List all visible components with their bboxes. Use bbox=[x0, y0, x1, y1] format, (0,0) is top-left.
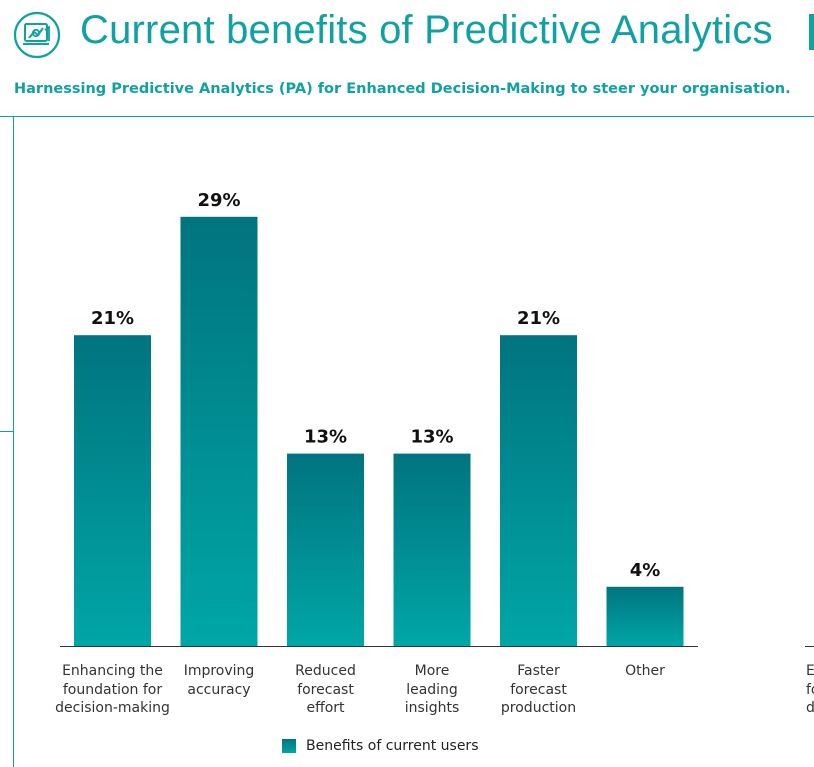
clipped-next-chart-label: E fo de bbox=[798, 662, 814, 718]
bar-value-label: 29% bbox=[197, 190, 240, 211]
chart-legend: Benefits of current users bbox=[282, 738, 478, 754]
page-title: Current benefits of Predictive Analytics bbox=[80, 8, 773, 52]
category-label-line: production bbox=[500, 700, 577, 716]
bar-value-label: 4% bbox=[630, 560, 661, 581]
category-label-line: foundation for bbox=[62, 681, 163, 698]
bar-6 bbox=[606, 586, 684, 646]
category-label: Improving accuracy bbox=[159, 662, 279, 699]
bar-value-label: 13% bbox=[410, 427, 453, 448]
bar-2 bbox=[180, 216, 258, 647]
category-label-line: Reduced bbox=[295, 663, 356, 679]
category-label: Reduced forecast effort bbox=[266, 662, 386, 718]
clipped-label-line: E bbox=[806, 663, 814, 679]
category-label: More leading insights bbox=[372, 662, 492, 718]
category-label: Faster forecast production bbox=[479, 662, 599, 718]
category-label-line: Enhancing the bbox=[62, 663, 163, 679]
bar-3 bbox=[287, 453, 364, 646]
legend-swatch bbox=[282, 739, 296, 753]
clipped-label-line: fo bbox=[806, 681, 814, 698]
left-border-line bbox=[13, 117, 14, 767]
category-label-line: Faster bbox=[517, 663, 560, 679]
category-label-line: Other bbox=[625, 663, 665, 679]
page-subtitle: Harnessing Predictive Analytics (PA) for… bbox=[14, 81, 791, 97]
category-label-line: effort bbox=[306, 700, 345, 716]
category-label-line: forecast bbox=[510, 681, 567, 698]
analytics-report-icon bbox=[12, 10, 62, 60]
category-label: Other bbox=[585, 662, 705, 681]
bar-4 bbox=[393, 453, 471, 646]
category-label: Enhancing the foundation for decision-maki… bbox=[53, 662, 173, 718]
bar-value-label: 21% bbox=[517, 308, 560, 329]
category-label-line: More bbox=[414, 663, 450, 679]
bar-1 bbox=[74, 335, 151, 646]
category-label-line: forecast bbox=[297, 681, 354, 698]
bar-value-label: 21% bbox=[91, 308, 134, 329]
left-border-tick bbox=[0, 431, 14, 432]
category-label-line: Improving bbox=[183, 663, 255, 679]
bar-5 bbox=[500, 335, 577, 646]
legend-label: Benefits of current users bbox=[306, 738, 479, 754]
bar-value-label: 13% bbox=[304, 427, 347, 448]
category-label-line: decision-making bbox=[55, 700, 170, 716]
clipped-label-line: de bbox=[806, 700, 814, 716]
header-divider bbox=[0, 116, 814, 117]
clipped-axis-fragment bbox=[805, 646, 814, 647]
clipped-edge-mark bbox=[809, 14, 814, 50]
category-label-line: insights bbox=[404, 700, 460, 716]
category-label-line: accuracy bbox=[187, 681, 251, 698]
category-label-line: leading bbox=[406, 681, 458, 698]
